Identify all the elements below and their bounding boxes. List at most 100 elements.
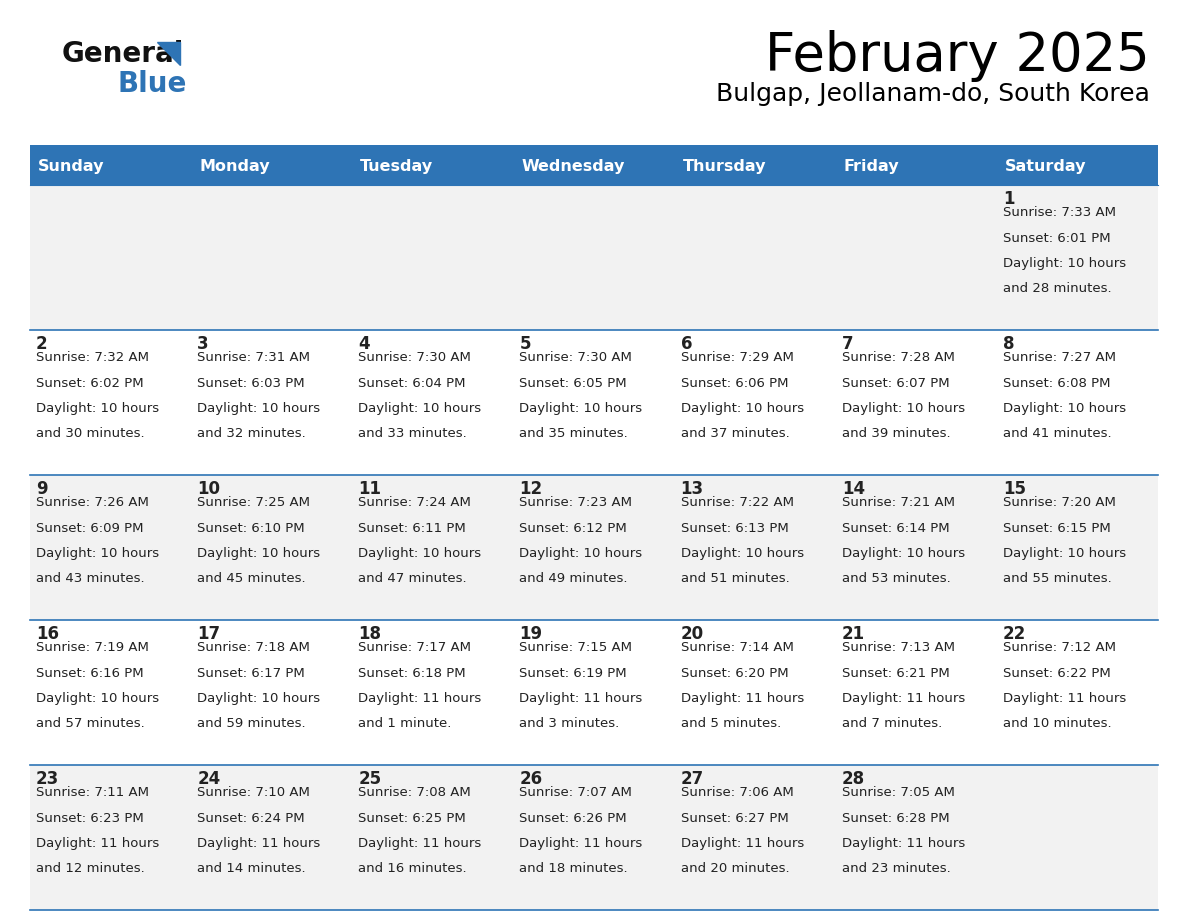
Text: Daylight: 11 hours: Daylight: 11 hours xyxy=(842,692,965,705)
Text: Sunrise: 7:27 AM: Sunrise: 7:27 AM xyxy=(1003,352,1116,364)
Text: and 43 minutes.: and 43 minutes. xyxy=(36,572,145,586)
Text: and 35 minutes.: and 35 minutes. xyxy=(519,427,628,441)
Text: Thursday: Thursday xyxy=(683,159,766,174)
Text: Sunset: 6:08 PM: Sunset: 6:08 PM xyxy=(1003,376,1111,389)
Text: Sunset: 6:26 PM: Sunset: 6:26 PM xyxy=(519,812,627,824)
Text: Daylight: 11 hours: Daylight: 11 hours xyxy=(359,692,481,705)
Text: Daylight: 10 hours: Daylight: 10 hours xyxy=(842,402,965,415)
Text: Daylight: 11 hours: Daylight: 11 hours xyxy=(197,837,321,850)
Text: Daylight: 10 hours: Daylight: 10 hours xyxy=(519,547,643,560)
Polygon shape xyxy=(157,42,181,65)
Text: Sunrise: 7:31 AM: Sunrise: 7:31 AM xyxy=(197,352,310,364)
Text: Daylight: 11 hours: Daylight: 11 hours xyxy=(36,837,159,850)
Text: Sunset: 6:20 PM: Sunset: 6:20 PM xyxy=(681,666,788,679)
Text: Sunset: 6:05 PM: Sunset: 6:05 PM xyxy=(519,376,627,389)
Bar xyxy=(30,475,1158,620)
Text: Saturday: Saturday xyxy=(1005,159,1086,174)
Text: 22: 22 xyxy=(1003,625,1026,643)
Text: and 14 minutes.: and 14 minutes. xyxy=(197,862,305,876)
Text: Sunrise: 7:13 AM: Sunrise: 7:13 AM xyxy=(842,641,955,655)
Bar xyxy=(30,330,1158,475)
Text: and 20 minutes.: and 20 minutes. xyxy=(681,862,789,876)
Text: Sunrise: 7:12 AM: Sunrise: 7:12 AM xyxy=(1003,641,1116,655)
Text: Daylight: 10 hours: Daylight: 10 hours xyxy=(519,402,643,415)
Text: Friday: Friday xyxy=(843,159,899,174)
Text: Sunrise: 7:23 AM: Sunrise: 7:23 AM xyxy=(519,497,632,509)
Text: 23: 23 xyxy=(36,770,59,788)
Text: Sunrise: 7:18 AM: Sunrise: 7:18 AM xyxy=(197,641,310,655)
Text: and 41 minutes.: and 41 minutes. xyxy=(1003,427,1112,441)
Text: Sunset: 6:10 PM: Sunset: 6:10 PM xyxy=(197,521,305,534)
Text: Daylight: 10 hours: Daylight: 10 hours xyxy=(1003,402,1126,415)
Text: 4: 4 xyxy=(359,335,369,353)
Text: and 10 minutes.: and 10 minutes. xyxy=(1003,717,1112,731)
Text: Daylight: 10 hours: Daylight: 10 hours xyxy=(1003,257,1126,270)
Text: and 53 minutes.: and 53 minutes. xyxy=(842,572,950,586)
Text: Sunset: 6:18 PM: Sunset: 6:18 PM xyxy=(359,666,466,679)
Text: Sunrise: 7:19 AM: Sunrise: 7:19 AM xyxy=(36,641,148,655)
Text: Daylight: 10 hours: Daylight: 10 hours xyxy=(36,547,159,560)
Text: Daylight: 11 hours: Daylight: 11 hours xyxy=(1003,692,1126,705)
Text: and 57 minutes.: and 57 minutes. xyxy=(36,717,145,731)
Text: Sunrise: 7:33 AM: Sunrise: 7:33 AM xyxy=(1003,207,1116,219)
Text: Daylight: 11 hours: Daylight: 11 hours xyxy=(842,837,965,850)
Text: Sunset: 6:17 PM: Sunset: 6:17 PM xyxy=(197,666,305,679)
Text: Sunset: 6:14 PM: Sunset: 6:14 PM xyxy=(842,521,949,534)
Text: Daylight: 10 hours: Daylight: 10 hours xyxy=(36,402,159,415)
Text: 18: 18 xyxy=(359,625,381,643)
Text: 6: 6 xyxy=(681,335,693,353)
Text: and 33 minutes.: and 33 minutes. xyxy=(359,427,467,441)
Text: and 16 minutes.: and 16 minutes. xyxy=(359,862,467,876)
Bar xyxy=(30,145,1158,148)
Text: 16: 16 xyxy=(36,625,59,643)
Text: Daylight: 11 hours: Daylight: 11 hours xyxy=(681,692,804,705)
Text: Daylight: 10 hours: Daylight: 10 hours xyxy=(359,402,481,415)
Text: 7: 7 xyxy=(842,335,853,353)
Text: Daylight: 10 hours: Daylight: 10 hours xyxy=(197,692,321,705)
Text: 8: 8 xyxy=(1003,335,1015,353)
Text: Sunrise: 7:22 AM: Sunrise: 7:22 AM xyxy=(681,497,794,509)
Text: Sunset: 6:16 PM: Sunset: 6:16 PM xyxy=(36,666,144,679)
Text: Wednesday: Wednesday xyxy=(522,159,625,174)
Text: 28: 28 xyxy=(842,770,865,788)
Text: Sunrise: 7:25 AM: Sunrise: 7:25 AM xyxy=(197,497,310,509)
Bar xyxy=(30,765,1158,910)
Text: Sunrise: 7:32 AM: Sunrise: 7:32 AM xyxy=(36,352,148,364)
Text: 21: 21 xyxy=(842,625,865,643)
Text: Daylight: 10 hours: Daylight: 10 hours xyxy=(681,402,804,415)
Text: 9: 9 xyxy=(36,480,48,498)
Text: Sunset: 6:22 PM: Sunset: 6:22 PM xyxy=(1003,666,1111,679)
Text: 5: 5 xyxy=(519,335,531,353)
Text: General: General xyxy=(62,40,184,68)
Text: Monday: Monday xyxy=(200,159,270,174)
Text: Daylight: 11 hours: Daylight: 11 hours xyxy=(519,837,643,850)
Text: and 23 minutes.: and 23 minutes. xyxy=(842,862,950,876)
Text: Sunrise: 7:06 AM: Sunrise: 7:06 AM xyxy=(681,786,794,800)
Text: Daylight: 10 hours: Daylight: 10 hours xyxy=(197,402,321,415)
Text: Sunset: 6:28 PM: Sunset: 6:28 PM xyxy=(842,812,949,824)
Text: Sunrise: 7:08 AM: Sunrise: 7:08 AM xyxy=(359,786,470,800)
Text: Sunday: Sunday xyxy=(38,159,105,174)
Text: Daylight: 11 hours: Daylight: 11 hours xyxy=(519,692,643,705)
Text: and 12 minutes.: and 12 minutes. xyxy=(36,862,145,876)
Text: and 28 minutes.: and 28 minutes. xyxy=(1003,283,1112,296)
Text: 11: 11 xyxy=(359,480,381,498)
Text: Sunset: 6:19 PM: Sunset: 6:19 PM xyxy=(519,666,627,679)
Text: Sunset: 6:24 PM: Sunset: 6:24 PM xyxy=(197,812,305,824)
Text: Sunrise: 7:17 AM: Sunrise: 7:17 AM xyxy=(359,641,472,655)
Text: and 55 minutes.: and 55 minutes. xyxy=(1003,572,1112,586)
Text: Daylight: 10 hours: Daylight: 10 hours xyxy=(197,547,321,560)
Text: Sunset: 6:01 PM: Sunset: 6:01 PM xyxy=(1003,231,1111,244)
Text: 15: 15 xyxy=(1003,480,1026,498)
Text: Daylight: 11 hours: Daylight: 11 hours xyxy=(359,837,481,850)
Text: Sunrise: 7:21 AM: Sunrise: 7:21 AM xyxy=(842,497,955,509)
Text: Sunset: 6:12 PM: Sunset: 6:12 PM xyxy=(519,521,627,534)
Text: Sunrise: 7:11 AM: Sunrise: 7:11 AM xyxy=(36,786,148,800)
Text: 12: 12 xyxy=(519,480,543,498)
Text: Sunrise: 7:26 AM: Sunrise: 7:26 AM xyxy=(36,497,148,509)
Text: Daylight: 10 hours: Daylight: 10 hours xyxy=(359,547,481,560)
Text: Daylight: 10 hours: Daylight: 10 hours xyxy=(1003,547,1126,560)
Text: Sunset: 6:15 PM: Sunset: 6:15 PM xyxy=(1003,521,1111,534)
Bar xyxy=(30,620,1158,765)
Text: and 45 minutes.: and 45 minutes. xyxy=(197,572,305,586)
